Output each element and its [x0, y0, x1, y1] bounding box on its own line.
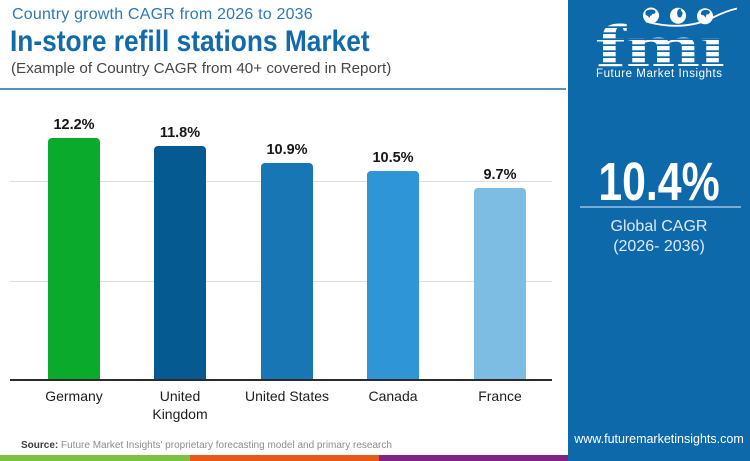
svg-text:Future Market Insights: Future Market Insights — [596, 68, 722, 80]
svg-text:fmı: fmı — [596, 13, 724, 79]
